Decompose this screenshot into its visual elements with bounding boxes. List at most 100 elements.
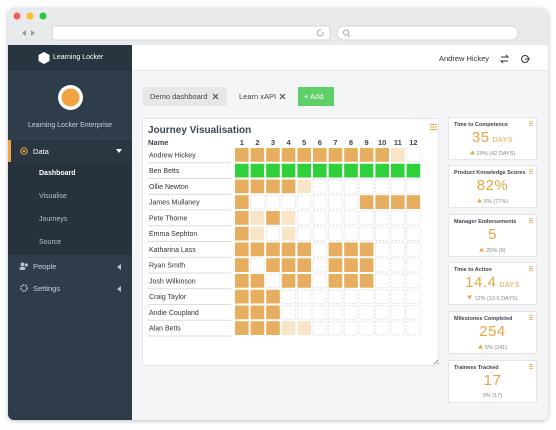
journey-cell bbox=[266, 289, 280, 304]
card-menu-icon[interactable] bbox=[529, 266, 533, 271]
dots bbox=[529, 169, 533, 174]
submenu bbox=[8, 162, 132, 255]
row-name: Emma Sephton bbox=[149, 231, 197, 238]
card-menu-icon[interactable] bbox=[529, 121, 533, 126]
top-header bbox=[132, 45, 548, 71]
arrow bbox=[479, 247, 485, 252]
journey-cell bbox=[328, 194, 343, 210]
maximize-button[interactable] bbox=[39, 12, 47, 20]
card-value: 5 bbox=[449, 226, 536, 243]
journey-cell bbox=[265, 273, 281, 289]
add-tab-button[interactable]: + Add bbox=[298, 87, 334, 106]
journey-cell bbox=[266, 258, 280, 272]
user-name[interactable]: Andrew Hickey bbox=[439, 54, 490, 63]
journey-cell bbox=[359, 163, 374, 178]
card-title: Time to Action bbox=[454, 267, 492, 273]
card-menu-icon[interactable] bbox=[529, 169, 533, 174]
nav-buttons[interactable] bbox=[22, 30, 35, 36]
journey-cell bbox=[266, 305, 280, 320]
journey-cell bbox=[359, 179, 374, 194]
trend-icon bbox=[476, 198, 482, 203]
journey-cell bbox=[312, 273, 327, 289]
journey-cell bbox=[235, 163, 249, 178]
card-change: 0% (17) bbox=[449, 393, 536, 399]
column-header: 6 bbox=[318, 138, 322, 147]
column-header: 11 bbox=[394, 138, 402, 147]
journey-cell bbox=[391, 163, 405, 178]
journey-cell bbox=[250, 194, 265, 210]
journey-cell bbox=[375, 305, 390, 320]
journey-cell bbox=[297, 148, 311, 162]
journey-cell bbox=[281, 258, 296, 272]
journey-cell bbox=[312, 305, 327, 320]
journey-cell bbox=[250, 274, 265, 288]
journey-cell bbox=[297, 210, 312, 226]
close-tab-icon[interactable] bbox=[279, 93, 286, 100]
dots bbox=[529, 121, 533, 126]
journey-cell bbox=[281, 163, 296, 178]
column-header: 10 bbox=[378, 138, 386, 147]
journey-cell bbox=[406, 320, 421, 336]
brand-bar bbox=[8, 45, 132, 71]
journey-cell bbox=[281, 194, 296, 210]
submenu-item[interactable]: Journeys bbox=[39, 216, 68, 223]
journey-cell bbox=[406, 147, 421, 163]
menu-item[interactable]: Settings bbox=[33, 284, 61, 293]
journey-cell bbox=[390, 273, 405, 289]
arrow bbox=[469, 150, 475, 155]
journey-cell bbox=[406, 210, 421, 226]
change-text: 5% (77%) bbox=[483, 199, 509, 205]
menu-item-active[interactable] bbox=[8, 140, 132, 162]
dots bbox=[529, 266, 533, 271]
tab[interactable]: Demo dashboard bbox=[143, 87, 227, 106]
journey-cell bbox=[235, 148, 249, 162]
card-change: 20% (6) bbox=[449, 247, 536, 254]
card-menu-icon[interactable] bbox=[529, 364, 533, 369]
menu-item[interactable]: Data bbox=[33, 147, 49, 156]
journey-cell bbox=[375, 242, 390, 257]
close-tab-icon[interactable] bbox=[212, 93, 219, 100]
submenu-item[interactable]: Visualise bbox=[39, 193, 67, 200]
add-tab-label: + Add bbox=[304, 92, 324, 101]
journey-cell bbox=[266, 242, 280, 257]
minimize-button[interactable] bbox=[26, 12, 34, 20]
value: 35 bbox=[471, 129, 490, 146]
journey-cell bbox=[375, 289, 390, 304]
card-menu-icon[interactable] bbox=[529, 218, 533, 223]
arrow bbox=[477, 344, 483, 349]
panel-title: Journey Visualisation bbox=[148, 125, 252, 136]
journey-cell bbox=[266, 321, 280, 335]
name-header: Name bbox=[148, 138, 168, 147]
tab[interactable]: Learn xAPI bbox=[232, 87, 292, 106]
journey-cell bbox=[343, 194, 359, 210]
row-name: Craig Taylor bbox=[149, 294, 187, 301]
journey-cell bbox=[328, 226, 343, 241]
menu-item[interactable]: People bbox=[33, 262, 57, 271]
column-header: 4 bbox=[287, 138, 292, 147]
journey-cell bbox=[297, 242, 311, 257]
journey-cell bbox=[375, 226, 390, 241]
close-button[interactable] bbox=[13, 12, 21, 20]
row-name: Andrew Hickey bbox=[149, 152, 196, 159]
address-bar[interactable] bbox=[51, 25, 331, 41]
journey-cell bbox=[375, 210, 390, 226]
journey-cell bbox=[375, 163, 389, 178]
row-name: Katharina Lass bbox=[149, 247, 196, 254]
change-text: 12% (13.6 DAYS) bbox=[474, 296, 518, 302]
header-icons[interactable] bbox=[500, 54, 534, 64]
journey-cell bbox=[391, 148, 405, 162]
caret bbox=[117, 286, 121, 292]
journey-cell bbox=[375, 195, 389, 209]
submenu-item[interactable]: Source bbox=[39, 239, 62, 246]
submenu-item[interactable]: Dashboard bbox=[39, 170, 76, 177]
journey-cell bbox=[359, 195, 374, 209]
journey-cell bbox=[312, 320, 327, 336]
search-bar[interactable] bbox=[336, 25, 519, 41]
journey-cell bbox=[297, 289, 312, 304]
panel-menu-icon[interactable] bbox=[430, 124, 437, 130]
journey-cell bbox=[266, 148, 280, 162]
journey-cell bbox=[266, 179, 280, 194]
card-menu-icon[interactable] bbox=[529, 315, 533, 320]
unit: DAYS bbox=[492, 137, 514, 144]
